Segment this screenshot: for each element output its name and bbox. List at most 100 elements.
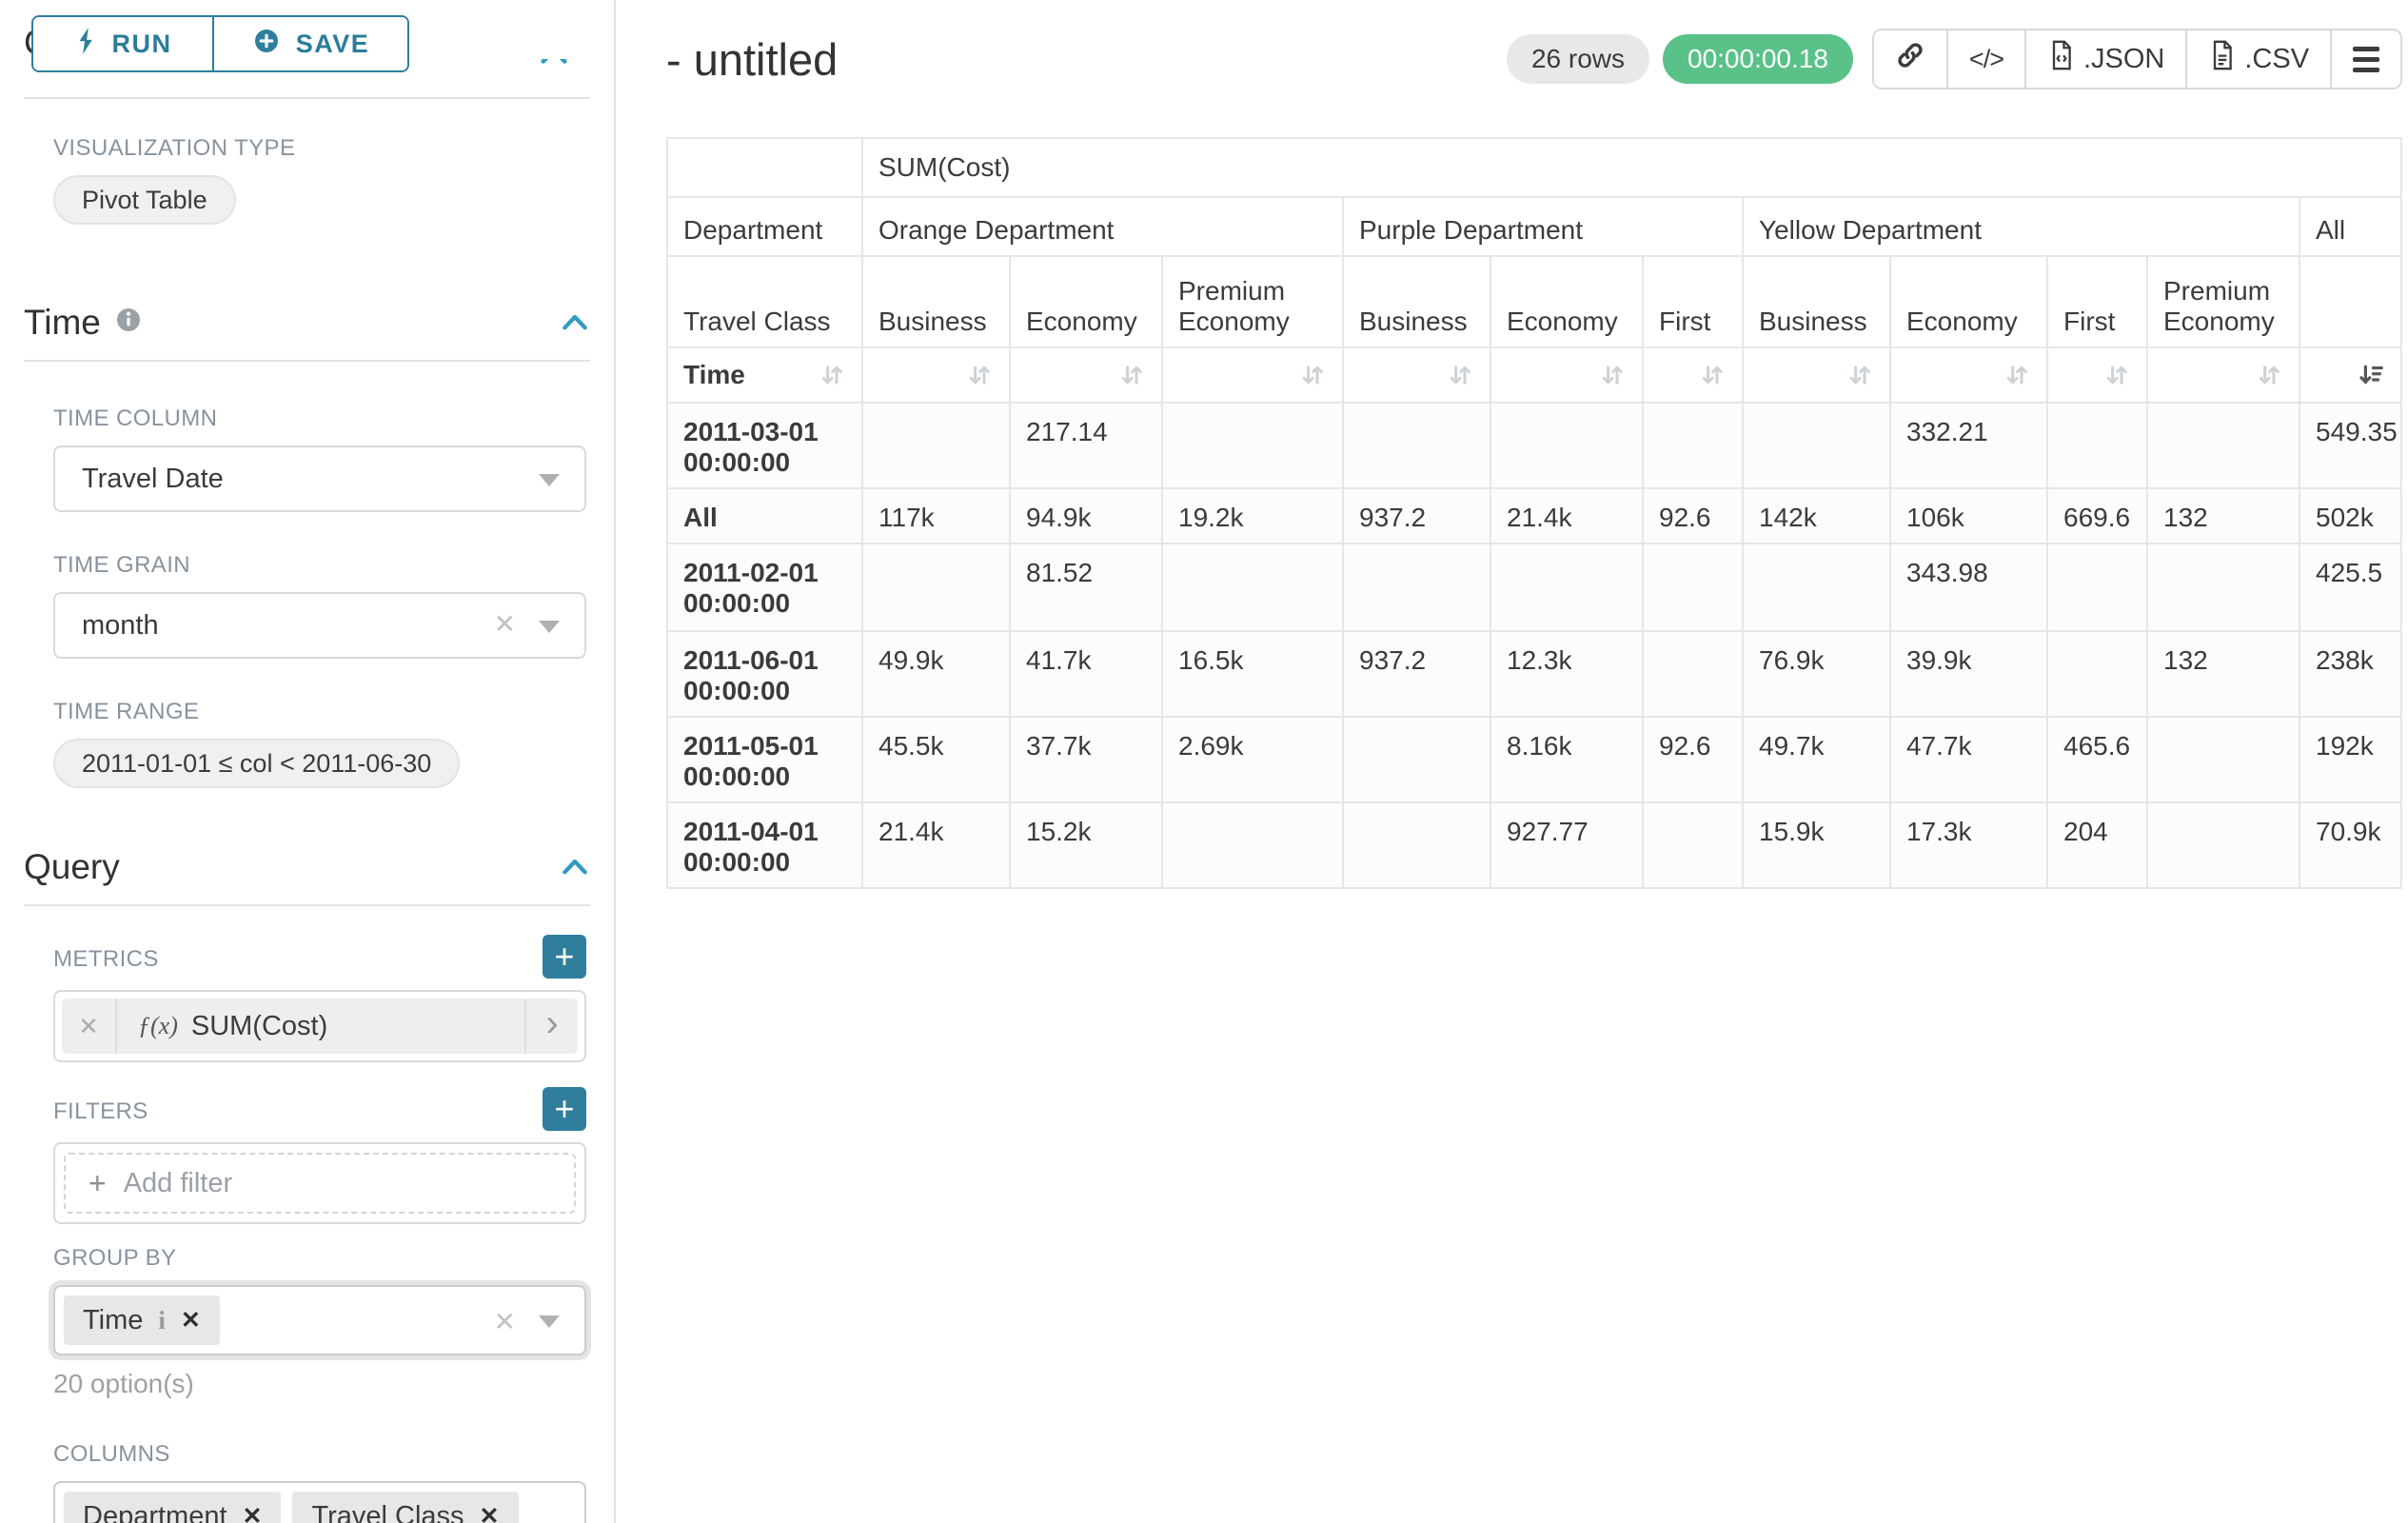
save-button[interactable]: SAVE xyxy=(212,17,407,70)
sort-header-all-active[interactable] xyxy=(2298,346,2403,404)
sort-header[interactable] xyxy=(1490,346,1644,404)
value-cell: 2.69k xyxy=(1161,716,1344,803)
columns-chip-travel-class[interactable]: Travel Class ✕ xyxy=(292,1492,519,1523)
sort-icon[interactable] xyxy=(1698,361,1727,389)
clear-icon[interactable]: ✕ xyxy=(493,1306,516,1336)
function-icon: ƒ(x) xyxy=(138,1012,178,1039)
value-cell: 21.4k xyxy=(1490,487,1644,544)
value-cell: 502k xyxy=(2298,487,2403,544)
value-cell: 927.77 xyxy=(1490,801,1644,889)
query-section-header[interactable]: Query xyxy=(24,847,590,887)
column-header: Premium Economy xyxy=(1161,255,1344,348)
sort-icon[interactable] xyxy=(1298,361,1327,389)
time-range-pill[interactable]: 2011-01-01 ≤ col < 2011-06-30 xyxy=(53,739,461,788)
sort-header-time[interactable]: Time xyxy=(666,346,863,404)
value-cell: 47.7k xyxy=(1889,716,2048,803)
code-icon: </> xyxy=(1968,44,2004,73)
value-cell: 192k xyxy=(2298,716,2403,803)
sort-header[interactable] xyxy=(1889,346,2048,404)
column-header: Business xyxy=(1342,255,1491,348)
table-row: 2011-02-01 00:00:00 81.52 343.98 425.5 xyxy=(666,543,2403,632)
value-cell: 94.9k xyxy=(1009,487,1163,544)
add-filter-plus-button[interactable]: + xyxy=(543,1087,586,1131)
group-by-select[interactable]: Time i ✕ ✕ xyxy=(53,1285,586,1355)
run-button[interactable]: RUN xyxy=(33,17,212,70)
value-cell: 8.16k xyxy=(1490,716,1644,803)
chart-title[interactable]: - untitled xyxy=(666,33,839,85)
column-header xyxy=(2298,255,2403,348)
row-count-badge: 26 rows xyxy=(1506,34,1649,84)
column-group-header: All xyxy=(2298,196,2403,257)
value-cell: 343.98 xyxy=(1889,543,2048,632)
remove-chip-icon[interactable]: ✕ xyxy=(242,1503,263,1523)
sort-icon[interactable] xyxy=(1446,361,1474,389)
hamburger-menu-icon xyxy=(2353,46,2380,72)
sort-icon[interactable] xyxy=(2003,361,2031,389)
table-row: 2011-04-01 00:00:00 21.4k 15.2k 927.77 15.9k… xyxy=(666,801,2403,889)
clear-icon[interactable]: ✕ xyxy=(493,609,516,640)
table-row: 2011-05-01 00:00:00 45.5k 37.7k 2.69k 8.16k 9… xyxy=(666,716,2403,803)
sort-icon[interactable] xyxy=(2102,361,2131,389)
remove-chip-icon[interactable]: ✕ xyxy=(180,1307,201,1334)
columns-select[interactable]: Department ✕ Travel Class ✕ ✕ xyxy=(53,1481,586,1523)
filters-label: FILTERS xyxy=(53,1098,148,1124)
metric-chip[interactable]: ✕ ƒ(x) SUM(Cost) › xyxy=(62,999,578,1054)
export-csv-button[interactable]: .CSV xyxy=(2185,30,2331,88)
time-grain-select[interactable]: month ✕ xyxy=(53,592,586,659)
sort-icon[interactable] xyxy=(1845,361,1874,389)
sort-header[interactable] xyxy=(2146,346,2300,404)
time-column-select[interactable]: Travel Date xyxy=(53,445,586,512)
columns-label: COLUMNS xyxy=(53,1441,170,1467)
plus-icon: + xyxy=(89,1165,107,1200)
visualization-type-pill[interactable]: Pivot Table xyxy=(53,175,236,225)
value-cell: 76.9k xyxy=(1742,630,1891,718)
export-json-button[interactable]: .JSON xyxy=(2023,30,2186,88)
more-options-button[interactable] xyxy=(2330,30,2401,88)
chevron-right-icon[interactable]: › xyxy=(524,999,578,1054)
caret-down-icon xyxy=(539,621,560,633)
column-header: Economy xyxy=(1889,255,2048,348)
chart-type-collapse-chevron[interactable] xyxy=(538,59,576,68)
sort-header[interactable] xyxy=(2046,346,2148,404)
sort-header[interactable] xyxy=(1161,346,1344,404)
remove-metric-icon[interactable]: ✕ xyxy=(62,999,117,1054)
sort-descending-icon[interactable] xyxy=(2357,361,2385,389)
query-section-title: Query xyxy=(24,847,120,886)
sort-icon[interactable] xyxy=(1117,361,1146,389)
time-section-header[interactable]: Time xyxy=(24,303,590,343)
value-cell: 132 xyxy=(2146,630,2300,718)
add-metric-button[interactable]: + xyxy=(543,935,586,979)
run-save-button-group: RUN SAVE xyxy=(31,15,409,72)
value-cell xyxy=(1490,543,1644,632)
column-header: Premium Economy xyxy=(2146,255,2300,348)
section-divider xyxy=(24,360,590,362)
sort-icon[interactable] xyxy=(965,361,994,389)
sort-header[interactable] xyxy=(1342,346,1491,404)
table-row: All 117k 94.9k 19.2k 937.2 21.4k 92.6 142k 106k 6… xyxy=(666,487,2403,544)
value-cell: 204 xyxy=(2046,801,2148,889)
value-cell xyxy=(2146,543,2300,632)
sort-header[interactable] xyxy=(1642,346,1744,404)
remove-chip-icon[interactable]: ✕ xyxy=(479,1503,500,1523)
chevron-up-icon[interactable] xyxy=(560,853,590,882)
group-by-chip-time[interactable]: Time i ✕ xyxy=(64,1296,220,1345)
add-filter-dropzone[interactable]: + Add filter xyxy=(64,1153,576,1214)
control-panel-sidebar: Chart Type RUN SAVE VISUALIZATION TYPE xyxy=(0,0,616,1523)
copy-link-button[interactable] xyxy=(1873,30,1946,88)
value-cell: 549.35 xyxy=(2298,402,2403,489)
chevron-up-icon[interactable] xyxy=(560,308,590,338)
export-csv-label: .CSV xyxy=(2244,43,2310,74)
sort-icon[interactable] xyxy=(818,361,846,389)
sort-icon[interactable] xyxy=(1598,361,1627,389)
sort-header[interactable] xyxy=(861,346,1011,404)
value-cell xyxy=(1342,543,1491,632)
sort-icon[interactable] xyxy=(2255,361,2283,389)
row-header-cell: 2011-02-01 00:00:00 xyxy=(666,543,863,632)
columns-chip-department[interactable]: Department ✕ xyxy=(64,1492,282,1523)
embed-code-button[interactable]: </> xyxy=(1945,30,2024,88)
sort-header[interactable] xyxy=(1742,346,1891,404)
value-cell xyxy=(1161,402,1344,489)
value-cell: 41.7k xyxy=(1009,630,1163,718)
sort-header[interactable] xyxy=(1009,346,1163,404)
